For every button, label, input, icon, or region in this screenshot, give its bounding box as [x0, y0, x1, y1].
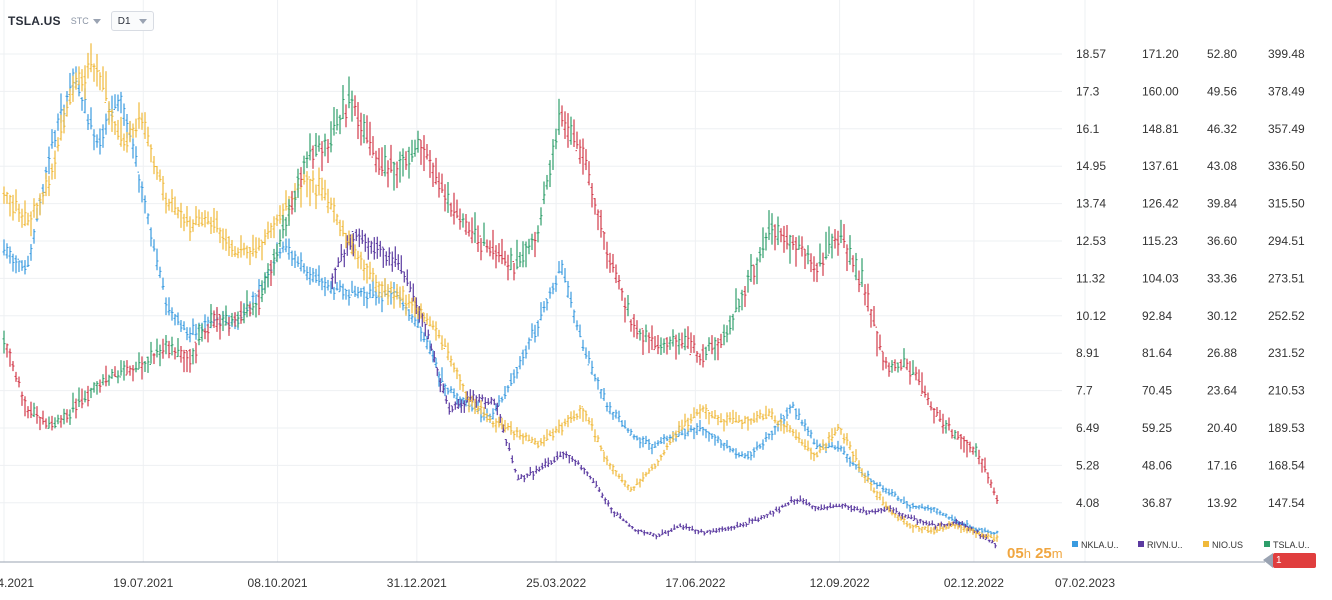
x-tick-label: 26.04.2021: [0, 576, 34, 590]
y-tick-label: 18.57: [1076, 47, 1106, 61]
y-tick-label: 8.91: [1076, 346, 1100, 360]
y-tick-label: 33.36: [1207, 271, 1237, 285]
y-tick-label: 81.64: [1142, 346, 1172, 360]
y-tick-label: 357.49: [1268, 122, 1305, 136]
legend-swatch: [1138, 541, 1144, 547]
current-price-badge: 1: [1273, 553, 1316, 568]
x-axis: 26.04.2021 19.07.2021 08.10.2021 31.12.2021…: [0, 561, 1265, 590]
y-tick-label: 17.16: [1207, 458, 1237, 472]
y-tick-label: 273.51: [1268, 271, 1305, 285]
legend-swatch: [1072, 541, 1078, 547]
symbol-label[interactable]: TSLA.US: [8, 14, 61, 28]
y-tick-label: 171.20: [1142, 47, 1179, 61]
scroll-right-icon[interactable]: [1263, 553, 1273, 568]
y-tick-label: 6.49: [1076, 421, 1100, 435]
legend-label: RIVN.U..: [1147, 540, 1183, 550]
y-tick-label: 49.56: [1207, 84, 1237, 98]
chart-legend: NKLA.U.. RIVN.U.. NIO.US TSLA.U..: [1072, 540, 1310, 550]
ohlc-bars: [2, 43, 999, 549]
y-tick-label: 160.00: [1142, 84, 1179, 98]
y-tick-label: 13.74: [1076, 197, 1106, 211]
y-tick-label: 48.06: [1142, 458, 1172, 472]
series-nio-us: [2, 43, 999, 542]
y-tick-label: 17.3: [1076, 84, 1100, 98]
y-tick-label: 13.92: [1207, 496, 1237, 510]
y-tick-label: 39.84: [1207, 197, 1237, 211]
y-tick-label: 52.80: [1207, 47, 1237, 61]
timeframe-label: D1: [117, 15, 131, 27]
series-rivn-us: [330, 228, 997, 549]
y-tick-label: 26.88: [1207, 346, 1237, 360]
y-tick-label: 30.12: [1207, 309, 1237, 323]
countdown-minutes-unit: m: [1051, 546, 1063, 561]
y-axes: 18.57 17.3 16.1 14.95 13.74 12.53 11.32 10.12 8.…: [1076, 47, 1305, 510]
y-tick-label: 210.53: [1268, 384, 1305, 398]
legend-swatch: [1203, 541, 1209, 547]
x-tick-label: 25.03.2022: [526, 576, 586, 590]
y-tick-label: 126.42: [1142, 197, 1179, 211]
y-tick-label: 104.03: [1142, 271, 1179, 285]
x-tick-label: 17.06.2022: [665, 576, 725, 590]
legend-label: NKLA.U..: [1081, 540, 1119, 550]
y-tick-label: 36.60: [1207, 234, 1237, 248]
y-tick-label: 36.87: [1142, 496, 1172, 510]
y-tick-label: 148.81: [1142, 122, 1179, 136]
x-tick-label: 02.12.2022: [944, 576, 1004, 590]
y-tick-label: 10.12: [1076, 309, 1106, 323]
y-tick-label: 336.50: [1268, 159, 1305, 173]
y-tick-label: 23.64: [1207, 384, 1237, 398]
legend-label: NIO.US: [1212, 540, 1243, 550]
x-tick-label: 31.12.2021: [387, 576, 447, 590]
timeframe-dropdown[interactable]: D1: [110, 11, 154, 31]
chevron-down-icon: [92, 18, 101, 24]
y-tick-label: 46.32: [1207, 122, 1237, 136]
y-tick-label: 399.48: [1268, 47, 1305, 61]
y-tick-label: 252.52: [1268, 309, 1305, 323]
x-tick-label: 07.02.2023: [1055, 576, 1115, 590]
y-tick-label: 59.25: [1142, 421, 1172, 435]
x-tick-label: 08.10.2021: [248, 576, 308, 590]
candle-countdown: 05h 25m: [1007, 545, 1063, 562]
x-tick-label: 12.09.2022: [810, 576, 870, 590]
y-tick-label: 147.54: [1268, 496, 1305, 510]
countdown-hours: 05: [1007, 545, 1024, 562]
y-tick-label: 231.52: [1268, 346, 1305, 360]
y-tick-label: 168.54: [1268, 458, 1305, 472]
countdown-minutes: 25: [1035, 545, 1052, 562]
y-tick-label: 189.53: [1268, 421, 1305, 435]
y-tick-label: 16.1: [1076, 122, 1100, 136]
series-tsla-us: [2, 76, 999, 504]
countdown-hours-unit: h: [1023, 546, 1031, 561]
y-tick-label: 11.32: [1076, 271, 1105, 285]
legend-swatch: [1264, 541, 1270, 547]
y-tick-label: 5.28: [1076, 458, 1100, 472]
y-tick-label: 115.23: [1142, 234, 1178, 248]
y-tick-label: 92.84: [1142, 309, 1172, 323]
x-tick-label: 19.07.2021: [113, 576, 173, 590]
chart-mode-dropdown[interactable]: STC: [71, 16, 101, 26]
y-tick-label: 315.50: [1268, 197, 1305, 211]
y-tick-label: 14.95: [1076, 159, 1106, 173]
y-tick-label: 12.53: [1076, 234, 1106, 248]
legend-label: TSLA.U..: [1273, 540, 1310, 550]
chart-mode-label: STC: [70, 16, 89, 26]
y-tick-label: 7.7: [1076, 384, 1093, 398]
y-tick-label: 4.08: [1076, 496, 1100, 510]
y-tick-label: 137.61: [1142, 159, 1179, 173]
chart-grid: [0, 0, 1086, 562]
chart-toolbar: TSLA.US STC D1: [8, 10, 154, 32]
y-tick-label: 20.40: [1207, 421, 1237, 435]
chevron-down-icon: [138, 18, 147, 24]
y-tick-label: 70.45: [1142, 384, 1172, 398]
y-tick-label: 294.51: [1268, 234, 1305, 248]
y-tick-label: 378.49: [1268, 84, 1305, 98]
y-tick-label: 43.08: [1207, 159, 1237, 173]
